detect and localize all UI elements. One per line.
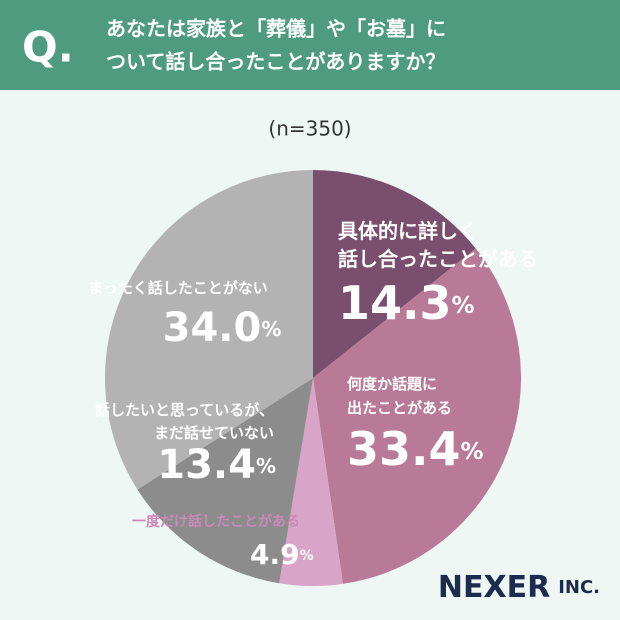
question-line: あなたは家族と「葬儀」や「お墓」に: [106, 17, 446, 41]
category-label: まったく話したことがない: [88, 279, 267, 297]
pie-slice: [313, 248, 521, 584]
pie-slice: [104, 170, 313, 490]
value-label: 14.3%: [338, 276, 475, 330]
question-line: ついて話し合ったことがありますか？: [106, 50, 445, 74]
pie-slice: [279, 378, 343, 587]
brand-name: NEXER: [438, 570, 550, 605]
category-label: 具体的に詳しく話し合ったことがある: [338, 219, 538, 271]
header-band: [0, 0, 620, 90]
pie-slice: [313, 170, 476, 378]
value-label: 34.0%: [163, 305, 282, 351]
category-label: 話したいと思っているが、まだ話せていない: [95, 401, 274, 442]
value-label: 4.9%: [250, 538, 314, 571]
category-label: 一度だけ話したことがある: [132, 513, 300, 530]
pie-slice: [137, 378, 313, 584]
value-label: 13.4%: [157, 442, 276, 488]
subtitle: (n=350): [268, 117, 351, 141]
pie: [104, 170, 521, 587]
brand: NEXER INC.: [438, 570, 600, 605]
question-label: Q.: [22, 23, 74, 72]
brand-suffix: INC.: [558, 577, 600, 598]
value-label: 33.4%: [347, 422, 484, 476]
category-label: 何度か話題に出たことがある: [347, 375, 452, 417]
